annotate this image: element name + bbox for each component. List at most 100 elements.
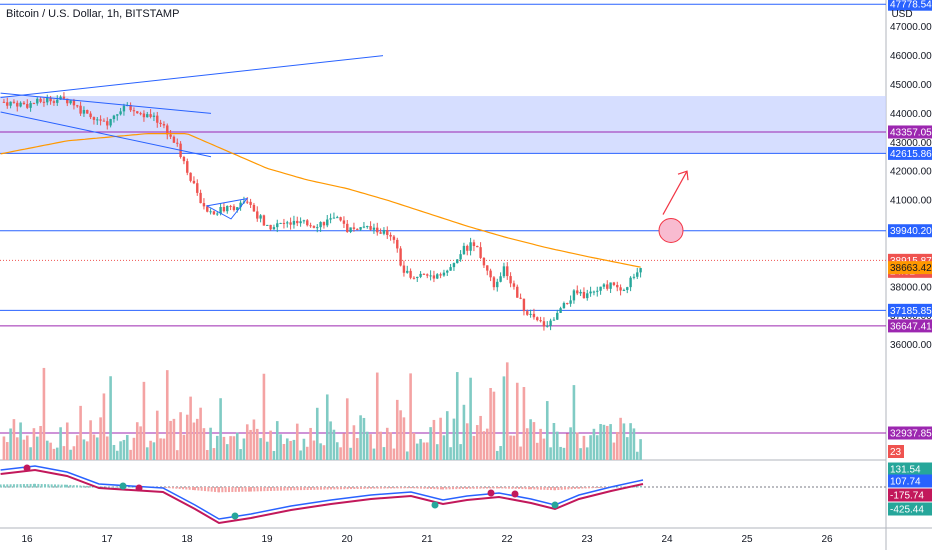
- candle-body: [86, 110, 89, 114]
- candle-body: [52, 101, 56, 103]
- volume-bar: [79, 405, 82, 460]
- oscillator-label-bg: [888, 474, 932, 488]
- volume-bar: [349, 447, 352, 460]
- level-label: 43357.05: [890, 127, 932, 138]
- volume-bar: [455, 372, 459, 460]
- volume-bar: [319, 443, 322, 460]
- volume-bar: [435, 444, 439, 460]
- histogram-bar: [64, 484, 66, 488]
- histogram-bar: [482, 487, 485, 489]
- candle-body: [259, 215, 262, 219]
- oscillator-label: -425.44: [890, 505, 924, 516]
- histogram-bar: [540, 487, 542, 490]
- histogram-bar: [390, 487, 392, 489]
- volume-bar: [405, 451, 409, 460]
- histogram-bar: [210, 487, 213, 492]
- candle-body: [42, 101, 46, 103]
- candle-body: [492, 277, 496, 288]
- histogram-bar: [504, 487, 507, 489]
- volume-bar: [522, 387, 526, 460]
- volume-bar: [265, 441, 269, 460]
- histogram-bar: [360, 487, 362, 489]
- cross-marker: [511, 490, 519, 498]
- candle-body: [326, 219, 329, 226]
- candle-body: [489, 270, 492, 278]
- histogram-bar: [416, 487, 419, 489]
- candle-body: [269, 224, 272, 230]
- volume-bar: [145, 447, 149, 460]
- histogram-bar: [253, 487, 256, 492]
- histogram-bar: [241, 487, 244, 492]
- candle-body: [332, 217, 336, 219]
- candle-body: [169, 134, 172, 137]
- volume-bar: [389, 432, 392, 460]
- histogram-bar: [496, 487, 498, 489]
- volume-bar: [255, 428, 259, 460]
- volume-bar: [132, 437, 136, 460]
- volume-bar: [285, 438, 289, 460]
- candle-body: [276, 223, 279, 228]
- candle-body: [102, 120, 106, 122]
- x-tick-label: 25: [741, 534, 753, 545]
- volume-bar: [519, 446, 522, 460]
- volume-bar: [159, 438, 162, 460]
- histogram-bar: [546, 487, 549, 490]
- volume-bar: [609, 424, 612, 460]
- cross-marker: [119, 482, 127, 490]
- candle-body: [426, 274, 429, 276]
- histogram-bar: [528, 487, 530, 490]
- y-tick-label: 38000.00: [890, 282, 932, 293]
- histogram-bar: [330, 487, 332, 490]
- histogram-bar: [442, 487, 444, 490]
- moving-average: [0, 133, 641, 268]
- histogram-bar: [601, 487, 604, 488]
- candle-body: [362, 226, 366, 228]
- volume-bar: [262, 373, 266, 460]
- histogram-bar: [486, 487, 488, 489]
- volume-bar: [305, 446, 309, 460]
- volume-bar: [239, 449, 242, 460]
- candle-body: [252, 204, 256, 212]
- volume-bar: [599, 424, 602, 460]
- volume-bar: [445, 411, 449, 460]
- y-tick-label: 41000.00: [890, 196, 932, 207]
- candle-body: [56, 99, 59, 103]
- histogram-bar: [293, 487, 296, 491]
- volume-bar: [482, 431, 486, 460]
- channel-top: [0, 92, 212, 114]
- volume-bar: [235, 432, 239, 460]
- candle-body: [352, 227, 356, 229]
- candle-body: [322, 222, 326, 226]
- volume-bar: [419, 438, 422, 460]
- volume-bar: [409, 373, 412, 460]
- histogram-bar: [363, 487, 366, 489]
- candle-body: [502, 266, 506, 277]
- candle-body: [379, 232, 382, 234]
- candle-body: [22, 102, 26, 105]
- histogram-bar: [66, 484, 68, 488]
- candle-body: [349, 227, 352, 233]
- candle-body: [566, 303, 569, 305]
- y-tick-label: 36000.00: [890, 340, 932, 351]
- histogram-bar: [492, 487, 495, 489]
- volume-bar: [512, 435, 516, 460]
- histogram-bar: [420, 487, 422, 489]
- channel-bottom: [0, 111, 212, 158]
- candle-body: [62, 96, 66, 99]
- histogram-bar: [273, 487, 276, 491]
- cross-marker: [231, 512, 239, 520]
- candle-body: [539, 320, 542, 322]
- histogram-bar: [557, 487, 560, 490]
- volume-bar: [142, 381, 146, 460]
- candle-body: [399, 248, 402, 266]
- candle-body: [46, 97, 49, 103]
- candle-body: [479, 247, 482, 258]
- x-tick-label: 22: [501, 534, 513, 545]
- volume-bar: [219, 398, 222, 460]
- cross-marker: [23, 464, 31, 472]
- candle-body: [96, 119, 99, 121]
- histogram-bar: [69, 484, 72, 488]
- volume-bar: [139, 426, 142, 460]
- histogram-bar: [578, 487, 580, 489]
